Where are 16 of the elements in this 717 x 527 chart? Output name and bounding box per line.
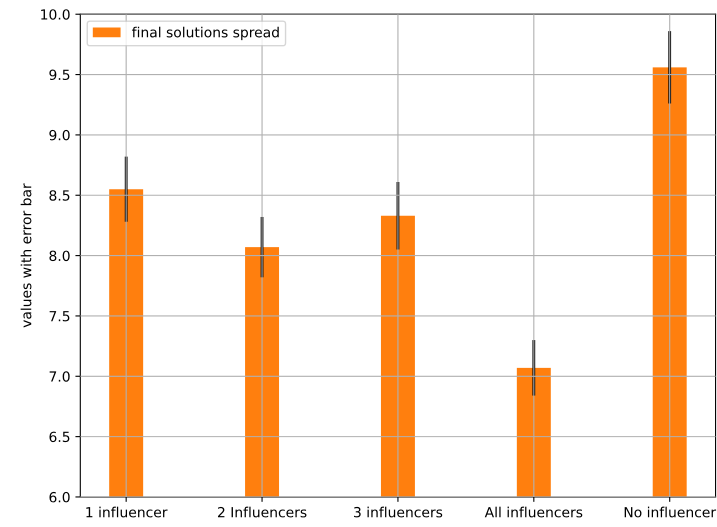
x-tick-label: All influencers <box>484 506 582 518</box>
x-tick-label: 2 Influencers <box>218 506 306 518</box>
y-tick-label: 7.0 <box>50 371 70 382</box>
y-tick-label: 9.0 <box>49 130 70 140</box>
x-tick-label: No influencer <box>624 506 716 518</box>
y-tick-label: 8.5 <box>49 190 70 201</box>
y-tick-label: 7.5 <box>50 311 70 322</box>
legend-label: final solutions spread <box>132 26 279 40</box>
y-tick-label: 6.5 <box>49 432 70 442</box>
y-tick-label: 8.0 <box>49 250 70 262</box>
y-tick-label: 9.5 <box>49 70 70 80</box>
x-tick-label: 1 influencer <box>86 506 168 518</box>
y-tick-label: 6.0 <box>49 492 70 502</box>
y-axis-title: values with error bar <box>20 183 32 328</box>
y-tick-label: 10.0 <box>41 9 70 20</box>
x-tick-label: 3 influencers <box>354 506 442 518</box>
